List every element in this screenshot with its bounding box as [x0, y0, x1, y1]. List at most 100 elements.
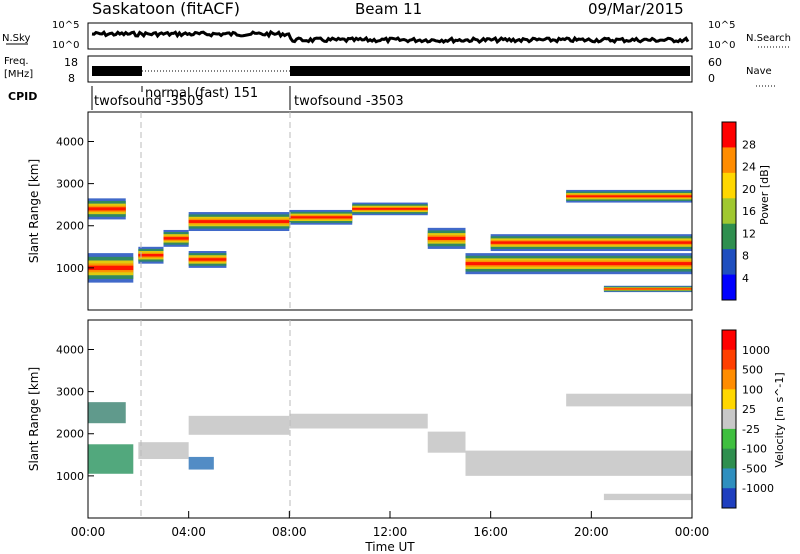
- freq-unit: [MHz]: [4, 69, 33, 80]
- cpid-segment-1: twofsound -3503: [94, 94, 204, 109]
- station-title: Saskatoon (fitACF): [92, 0, 240, 18]
- nave-tick-bottom: 0: [708, 72, 715, 85]
- power-ylabel: Slant Range [km]: [27, 159, 41, 263]
- freq-block-1: [92, 66, 142, 76]
- velocity-panel: 1000 2000 3000 4000 00:00 04:00 08:00 12:00 16:…: [27, 319, 786, 554]
- colorbar-tick: 8: [742, 250, 749, 263]
- nsearch-label: N.Search: [746, 33, 791, 44]
- cpid-row: CPID twofsound -3503 normal (fast) 151 t…: [8, 86, 404, 110]
- power-echo-band: [566, 195, 692, 198]
- velocity-echo-band: [289, 413, 428, 429]
- cpid-segment-3: twofsound -3503: [294, 94, 404, 109]
- freq-tick-top: 18: [64, 56, 78, 69]
- ytick-label: 1000: [56, 262, 84, 275]
- freq-tick-bottom: 8: [68, 72, 75, 85]
- velocity-echo-band: [88, 444, 134, 474]
- colorbar-tick: 28: [742, 138, 756, 151]
- colorbar-swatch: [722, 389, 736, 410]
- velocity-xlabel: Time UT: [364, 540, 415, 554]
- xtick-label: 00:00: [675, 525, 710, 539]
- velocity-echo-band: [188, 456, 214, 470]
- colorbar-swatch: [722, 409, 736, 430]
- power-echo-band: [138, 253, 164, 257]
- power-echo-band: [603, 288, 692, 290]
- velocity-echo-band: [138, 442, 189, 460]
- colorbar-swatch: [722, 468, 736, 489]
- velocity-yticks: 1000 2000 3000 4000: [56, 343, 94, 483]
- nsky-label: N.Sky: [2, 33, 30, 44]
- colorbar-swatch: [722, 448, 736, 469]
- power-echo-band: [88, 207, 126, 211]
- colorbar-tick: -1000: [742, 482, 774, 495]
- colorbar-tick: 12: [742, 227, 756, 240]
- ytick-label: 4000: [56, 343, 84, 356]
- colorbar-frame: [721, 121, 737, 301]
- colorbar-tick: 16: [742, 205, 756, 218]
- colorbar-tick: 500: [742, 364, 763, 377]
- nsky-line: [91, 29, 690, 45]
- power-colorbar: 4 8 12 16 20 24 28: [721, 121, 756, 301]
- nsearch-tick-bottom: 10^0: [708, 40, 735, 51]
- power-echo-band: [188, 258, 227, 261]
- velocity-colorbar-label: Velocity [m s^-1]: [773, 372, 786, 467]
- velocity-echo-band: [603, 493, 692, 501]
- colorbar-swatch: [722, 172, 736, 199]
- nsearch-tick-top: 10^5: [708, 20, 735, 31]
- xtick-label: 20:00: [574, 525, 609, 539]
- cpid-segment-2: normal (fast) 151: [145, 86, 258, 101]
- nsky-tick-bottom: 10^0: [52, 40, 79, 51]
- nsky-panel: N.Sky 10^5 10^0 10^5 10^0 N.Search: [2, 20, 791, 51]
- freq-panel: Freq. [MHz] 18 8 60 0 Nave: [4, 55, 776, 87]
- nave-tick-top: 60: [708, 56, 722, 69]
- colorbar-tick: 4: [742, 272, 749, 285]
- power-echo-band: [88, 265, 134, 271]
- velocity-echo-bands: [88, 393, 692, 501]
- power-echo-bands: [88, 189, 692, 293]
- velocity-echo-band: [188, 415, 290, 435]
- power-echo-band: [188, 220, 290, 223]
- velocity-echo-band: [427, 431, 466, 453]
- velocity-echo-band: [465, 450, 692, 476]
- colorbar-swatch: [722, 369, 736, 390]
- colorbar-swatch: [722, 249, 736, 276]
- xtick-label: 04:00: [171, 525, 206, 539]
- power-colorbar-label: Power [dB]: [758, 165, 771, 225]
- ytick-label: 2000: [56, 428, 84, 441]
- colorbar-tick: 1000: [742, 344, 770, 357]
- colorbar-tick: 20: [742, 183, 756, 196]
- colorbar-tick: -100: [742, 443, 767, 456]
- velocity-ylabel: Slant Range [km]: [27, 367, 41, 471]
- power-echo-band: [352, 207, 428, 210]
- ytick-label: 3000: [56, 178, 84, 191]
- power-yticks: 1000 2000 3000 4000: [56, 135, 94, 275]
- ytick-label: 3000: [56, 386, 84, 399]
- date-title: 09/Mar/2015: [588, 0, 684, 18]
- power-panel: 1000 2000 3000 4000 Slant Range [km] 4 8 12 16…: [27, 111, 771, 311]
- colorbar-swatch: [722, 122, 736, 148]
- ytick-label: 4000: [56, 135, 84, 148]
- colorbar-swatch: [722, 349, 736, 371]
- colorbar-tick: 25: [742, 403, 756, 416]
- beam-title: Beam 11: [355, 0, 422, 18]
- colorbar-swatch: [722, 147, 736, 174]
- xtick-label: 12:00: [373, 525, 408, 539]
- xtick-label: 00:00: [71, 525, 106, 539]
- nave-label: Nave: [746, 66, 772, 77]
- colorbar-tick: -25: [742, 423, 760, 436]
- power-echo-band: [289, 216, 353, 219]
- velocity-xticks: 00:00 04:00 08:00 12:00 16:00 20:00 00:00: [71, 511, 710, 539]
- power-echo-band: [427, 236, 466, 240]
- colorbar-swatch: [722, 330, 736, 351]
- velocity-echo-band: [88, 402, 126, 424]
- colorbar-swatch: [722, 223, 736, 250]
- colorbar-swatch: [722, 198, 736, 225]
- power-echo-band: [490, 241, 692, 244]
- xtick-label: 08:00: [272, 525, 307, 539]
- colorbar-tick: 24: [742, 161, 756, 174]
- colorbar-swatch: [722, 274, 736, 301]
- colorbar-swatch: [722, 428, 736, 450]
- ytick-label: 1000: [56, 470, 84, 483]
- velocity-colorbar: 1000 500 100 25 -25 -100 -500 -1000: [721, 329, 774, 509]
- xtick-label: 16:00: [473, 525, 508, 539]
